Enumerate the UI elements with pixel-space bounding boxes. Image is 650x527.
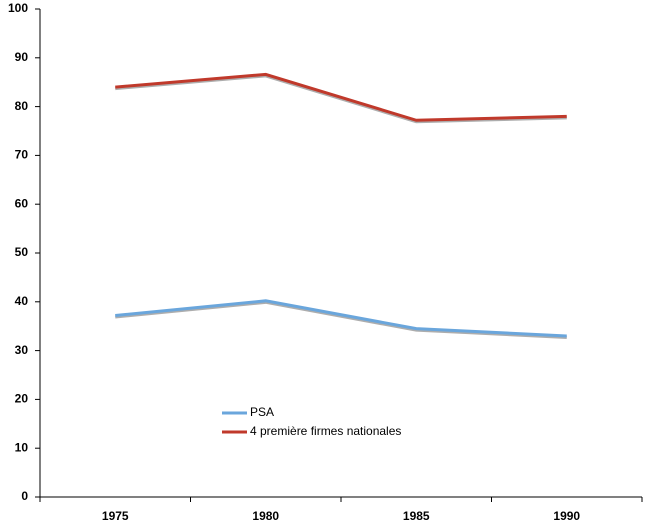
x-tick-label: 1980 — [252, 509, 279, 523]
x-tick-label: 1975 — [102, 509, 129, 523]
y-tick-label: 40 — [15, 294, 29, 308]
series-line — [115, 72, 567, 122]
y-tick-label: 10 — [15, 440, 29, 454]
y-tick-label: 70 — [15, 148, 29, 162]
legend-label: PSA — [250, 405, 274, 419]
y-tick-label: 50 — [15, 245, 29, 259]
x-tick-label: 1990 — [553, 509, 580, 523]
series-line — [115, 299, 567, 338]
y-tick-label: 100 — [8, 1, 28, 15]
y-tick-label: 20 — [15, 392, 29, 406]
y-tick-label: 0 — [21, 489, 28, 503]
y-tick-label: 30 — [15, 343, 29, 357]
y-tick-label: 90 — [15, 50, 29, 64]
x-tick-label: 1985 — [403, 509, 430, 523]
y-tick-label: 60 — [15, 196, 29, 210]
y-tick-label: 80 — [15, 99, 29, 113]
legend-label: 4 première firmes nationales — [250, 424, 401, 438]
